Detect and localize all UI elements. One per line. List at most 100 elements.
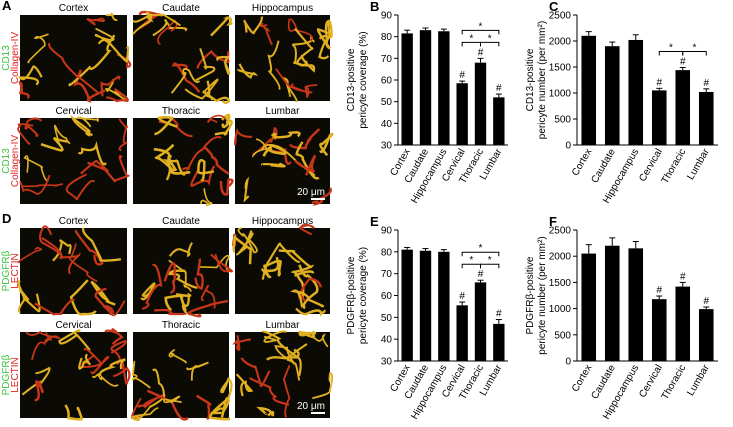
scale-bar-label: 20 μm bbox=[297, 401, 325, 412]
region-label: Thoracic bbox=[162, 320, 200, 331]
significance-star: * bbox=[669, 43, 673, 54]
vessel bbox=[220, 113, 231, 129]
vessel bbox=[197, 158, 215, 182]
x-tick-label: Cortex bbox=[570, 363, 594, 394]
vessel bbox=[48, 42, 99, 93]
y-axis-label: CD13-positive bbox=[525, 48, 536, 111]
vessel bbox=[163, 395, 182, 404]
bar bbox=[401, 33, 413, 145]
vessel bbox=[210, 16, 233, 37]
significance-bracket bbox=[480, 263, 500, 269]
y-tick-label: 70 bbox=[381, 54, 393, 65]
vessel bbox=[100, 75, 121, 97]
significance-bracket bbox=[480, 41, 500, 47]
significance-star: * bbox=[479, 243, 483, 254]
bar bbox=[628, 39, 644, 145]
vessel bbox=[90, 280, 116, 306]
significance-star: * bbox=[693, 43, 697, 54]
vessel bbox=[318, 20, 333, 41]
vessel bbox=[270, 131, 301, 139]
vessel bbox=[289, 128, 321, 150]
vessel bbox=[17, 280, 30, 302]
region-label: Cervical bbox=[55, 320, 91, 331]
vessel bbox=[195, 48, 216, 82]
vessel bbox=[118, 118, 128, 152]
vessel bbox=[200, 284, 216, 309]
vessel bbox=[295, 307, 327, 317]
vessel bbox=[287, 18, 313, 42]
y-axis-label: CD13-positive bbox=[346, 48, 357, 111]
bar bbox=[651, 299, 667, 361]
vessel bbox=[78, 353, 92, 370]
micrograph bbox=[20, 332, 127, 418]
bar bbox=[438, 31, 450, 145]
channel-label: PDGFRβ bbox=[1, 250, 12, 291]
vessel bbox=[176, 292, 192, 315]
bar bbox=[474, 62, 487, 145]
vessel bbox=[260, 162, 286, 168]
vessel bbox=[243, 16, 263, 35]
channel-label: PDGFRβ bbox=[1, 354, 12, 395]
vessel bbox=[259, 22, 273, 46]
vessel bbox=[39, 225, 63, 260]
vessel bbox=[182, 136, 223, 173]
vessel bbox=[92, 372, 119, 387]
x-tick-label: Cortex bbox=[570, 147, 594, 178]
vessel bbox=[200, 188, 213, 207]
vessel bbox=[102, 300, 126, 317]
panel-letter: C bbox=[549, 0, 559, 14]
y-axis-label: pericyte coverage (%) bbox=[358, 247, 369, 344]
vessel bbox=[34, 380, 44, 402]
region-label: Cortex bbox=[59, 216, 88, 227]
y-tick-label: 90 bbox=[381, 11, 393, 22]
vessel bbox=[262, 144, 287, 157]
vessel bbox=[237, 63, 259, 79]
y-tick-label: 30 bbox=[381, 141, 393, 152]
bar bbox=[651, 90, 667, 145]
y-tick-label: 1500 bbox=[549, 278, 572, 289]
y-tick-label: 80 bbox=[381, 247, 393, 258]
significance-star: * bbox=[488, 255, 492, 266]
y-tick-label: 40 bbox=[381, 335, 393, 346]
vessel bbox=[171, 62, 201, 93]
region-label: Caudate bbox=[162, 3, 200, 14]
vessel bbox=[187, 299, 229, 318]
y-tick-label: 1500 bbox=[549, 63, 572, 74]
vessel bbox=[298, 223, 315, 236]
significance-marker: # bbox=[478, 47, 484, 58]
channel-label: Collagen-IV bbox=[10, 135, 21, 188]
channel-label: LECTIN bbox=[10, 253, 21, 289]
vessel bbox=[137, 393, 166, 409]
channel-label: Collagen-IV bbox=[10, 32, 21, 85]
region-label: Thoracic bbox=[162, 106, 200, 117]
vessel bbox=[65, 173, 96, 201]
vessel bbox=[73, 69, 106, 103]
channel-label: LECTIN bbox=[10, 357, 21, 393]
vessel bbox=[168, 348, 187, 364]
panel-letter: B bbox=[370, 0, 379, 14]
y-tick-label: 2000 bbox=[549, 37, 572, 48]
vessel bbox=[74, 229, 104, 266]
vessel bbox=[295, 141, 320, 180]
vessel bbox=[249, 377, 290, 406]
vessel bbox=[104, 328, 124, 346]
vessel bbox=[220, 377, 233, 399]
significance-marker: # bbox=[680, 57, 686, 68]
channel-label: CD13 bbox=[1, 148, 12, 174]
vessel bbox=[318, 19, 332, 60]
y-tick-label: 80 bbox=[381, 32, 393, 43]
significance-bracket bbox=[461, 29, 500, 35]
significance-marker: # bbox=[459, 70, 465, 81]
bar bbox=[474, 282, 487, 361]
vessel bbox=[97, 38, 130, 63]
vessel bbox=[207, 114, 226, 124]
significance-star: * bbox=[469, 33, 473, 44]
vessel bbox=[23, 155, 49, 182]
vessel bbox=[275, 68, 313, 94]
region-label: Cervical bbox=[55, 106, 91, 117]
significance-marker: # bbox=[496, 83, 502, 94]
vessel bbox=[53, 124, 71, 146]
vessel bbox=[131, 360, 151, 389]
vessel bbox=[74, 116, 99, 128]
bar bbox=[675, 286, 691, 361]
